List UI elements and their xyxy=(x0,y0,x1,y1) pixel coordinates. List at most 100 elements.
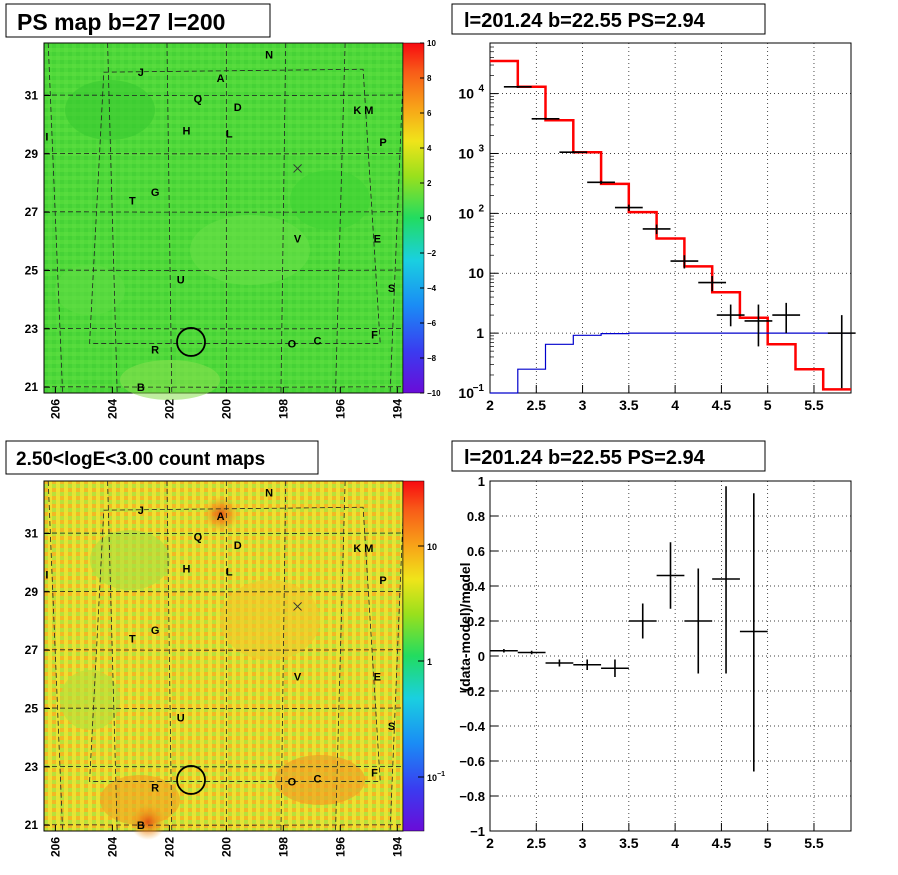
source-label: S xyxy=(388,283,395,295)
lon-grid-line xyxy=(389,42,405,394)
lat-tick-label: 21 xyxy=(25,818,39,832)
source-label: R xyxy=(151,344,159,356)
residual-y-tick-label: −1 xyxy=(470,824,485,839)
lat-grid-line xyxy=(43,707,404,709)
source-label: J xyxy=(138,505,144,517)
residual-y-tick-label: −0.8 xyxy=(459,789,485,804)
spectrum-y-tick-label: 10 xyxy=(458,86,474,102)
residual-title-box xyxy=(451,440,766,472)
spectrum-y-tick-exponent: 2 xyxy=(478,203,484,214)
spectrum-x-tick-label: 5.5 xyxy=(804,397,824,413)
lon-grid-line xyxy=(280,42,287,394)
colorbar-tick-label: −8 xyxy=(427,354,437,363)
lat-tick-label: 31 xyxy=(25,527,39,541)
spectrum-y-tick-label: 10 xyxy=(468,265,484,281)
source-label: P xyxy=(379,137,386,149)
ps-map-title: PS map b=27 l=200 xyxy=(17,9,225,35)
ps-map-axis-ticks: 206 204 202 200 198 196 194 31 29 27 25 23 21 xyxy=(25,89,405,420)
residual-y-tick-label: 0 xyxy=(478,649,485,664)
lon-tick-label: 206 xyxy=(48,399,62,419)
count-map-hotspot-b xyxy=(130,804,166,840)
ps-map-panel: N J A Q D K M H L I P G T V E U S F C O R B 10 8 6 4 2 0 −2 −4 −6 −8 −1… xyxy=(5,3,441,420)
count-map-title: 2.50<logE<3.00 count maps xyxy=(16,449,265,470)
source-label: A xyxy=(217,511,225,523)
spectrum-y-tick-label: 1 xyxy=(476,325,484,341)
lat-tick-label: 23 xyxy=(25,322,39,336)
source-label: S xyxy=(388,721,395,733)
residual-x-tick-label: 2.5 xyxy=(527,835,547,851)
count-map-hotspot-a xyxy=(203,496,239,532)
source-label: C xyxy=(314,336,322,348)
source-label: T xyxy=(129,634,136,646)
lat-grid-line xyxy=(43,765,404,768)
lon-grid-line xyxy=(389,480,405,832)
source-label: H xyxy=(182,564,190,576)
source-label: F xyxy=(371,330,378,342)
source-label: Q xyxy=(194,93,203,105)
lon-tick-label: 194 xyxy=(390,399,404,419)
colorbar-tick-label: 6 xyxy=(427,109,432,118)
lon-grid-line xyxy=(107,42,118,394)
residual-x-tick-label: 4 xyxy=(671,835,679,851)
colorbar-tick-label: 2 xyxy=(427,179,432,188)
ps-map-colorbar-ticks: 10 8 6 4 2 0 −2 −4 −6 −8 −10 xyxy=(420,39,441,398)
spectrum-x-tick-label: 4.5 xyxy=(712,397,732,413)
source-label: K xyxy=(353,105,361,117)
lon-tick-label: 198 xyxy=(276,837,290,857)
residual-y-tick-label: −0.4 xyxy=(459,719,485,734)
residual-y-tick-label: −0.2 xyxy=(459,684,485,699)
spectrum-y-tick-exponent: −1 xyxy=(473,383,485,394)
lat-grid-line xyxy=(43,327,404,330)
count-map-patches xyxy=(60,530,365,825)
source-label: J xyxy=(138,67,144,79)
source-label: R xyxy=(151,782,159,794)
spectrum-x-tick-label: 2 xyxy=(486,397,494,413)
x-marker xyxy=(293,602,302,611)
colorbar-tick-exponent: −1 xyxy=(437,771,445,778)
lon-tick-label: 200 xyxy=(219,399,233,419)
source-label: N xyxy=(265,50,273,62)
colorbar-tick-label: 10 xyxy=(427,39,436,48)
residual-panel: 2 2.5 3 3.5 4 4.5 5 5.5 1 0.8 0.6 0.4 0.2 0 −0.2 −0.4 −0… xyxy=(451,440,852,851)
colorbar-tick-label: −6 xyxy=(427,319,437,328)
spectrum-y-tick-exponent: 3 xyxy=(478,143,484,154)
colorbar-tick-label: −2 xyxy=(427,249,437,258)
source-label: I xyxy=(45,131,48,143)
colorbar-tick-label: 0 xyxy=(427,214,432,223)
lon-grid-line xyxy=(335,42,346,394)
source-label: P xyxy=(379,575,386,587)
source-label: O xyxy=(288,338,297,350)
colorbar-tick-label: 4 xyxy=(427,144,432,153)
residual-title: l=201.24 b=22.55 PS=2.94 xyxy=(464,447,706,469)
lat-tick-label: 23 xyxy=(25,760,39,774)
lon-grid-line xyxy=(166,42,173,394)
lat-grid-line xyxy=(43,532,404,534)
target-circle xyxy=(176,327,206,357)
source-label: B xyxy=(137,382,145,394)
colorbar-tick-label: 1 xyxy=(427,657,432,667)
count-map-source-labels: N J A Q D K M H L I P G T V E U S F C O R B xyxy=(45,488,395,833)
target-circle xyxy=(176,765,206,795)
spectrum-plot-area xyxy=(489,42,852,394)
lat-grid-line xyxy=(43,152,404,155)
spectrum-x-tick-label: 4 xyxy=(671,397,679,413)
residual-y-tick-label: 0.6 xyxy=(467,544,485,559)
spectrum-y-tick-exponent: 4 xyxy=(478,84,484,95)
colorbar-tick-label: 10 xyxy=(427,542,437,552)
source-label: E xyxy=(374,233,381,245)
lon-tick-label: 202 xyxy=(162,399,176,419)
lon-tick-label: 206 xyxy=(48,837,62,857)
source-label: O xyxy=(288,776,297,788)
ps-map-title-box xyxy=(5,3,271,38)
lat-tick-label: 27 xyxy=(25,643,39,657)
residual-y-tick-label: −0.6 xyxy=(459,754,485,769)
lat-tick-label: 29 xyxy=(25,147,39,161)
count-map-colorbar xyxy=(402,480,425,832)
region-outline xyxy=(89,506,381,782)
lat-grid-line xyxy=(43,824,404,826)
lon-tick-label: 196 xyxy=(333,837,347,857)
residual-x-tick-label: 4.5 xyxy=(712,835,732,851)
source-label: D xyxy=(234,540,242,552)
